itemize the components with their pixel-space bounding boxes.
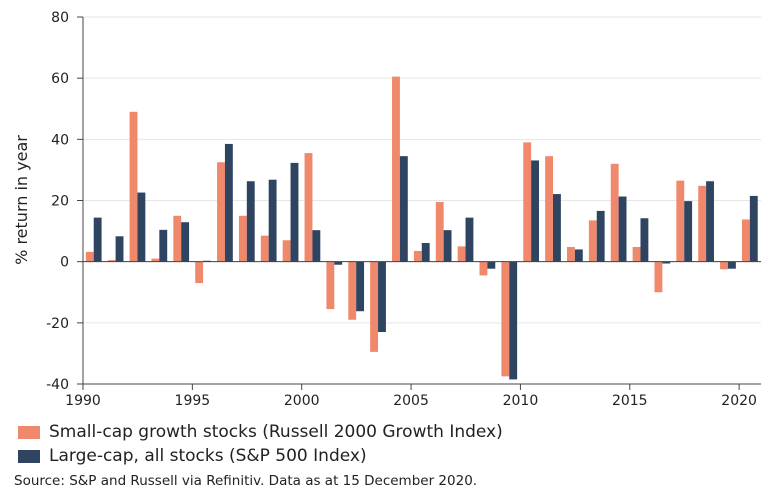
bar-small-cap-2007	[457, 246, 466, 262]
bar-large-cap-1998	[268, 179, 277, 262]
bar-small-cap-1999	[282, 240, 291, 262]
x-tick-label: 2000	[284, 393, 320, 409]
bar-small-cap-1993	[151, 258, 160, 262]
bar-small-cap-2003	[370, 261, 379, 352]
chart-grid	[83, 16, 761, 385]
bar-large-cap-2007	[465, 217, 474, 262]
chart-tick-labels: -40 -20 0 20 40 60 80 1990 1995 2000 2005 2010 2015 2…	[46, 10, 757, 409]
bar-large-cap-2018	[706, 181, 714, 262]
legend-label-small-cap: Small-cap growth stocks (Russell 2000 Gr…	[49, 422, 503, 442]
bar-small-cap-2015	[632, 246, 641, 262]
bar-large-cap-2016	[662, 261, 671, 264]
bar-large-cap-2001	[334, 261, 343, 265]
bar-large-cap-2011	[553, 194, 561, 262]
y-tick-label: -20	[46, 316, 69, 332]
legend-item-large-cap: Large-cap, all stocks (S&P 500 Index)	[18, 444, 503, 468]
legend-swatch-large-cap	[18, 449, 40, 463]
legend-swatch-small-cap	[18, 425, 40, 439]
bar-small-cap-2020	[741, 219, 750, 262]
bar-large-cap-2019	[727, 261, 736, 269]
bar-large-cap-2020	[749, 195, 758, 262]
bar-large-cap-1993	[159, 229, 168, 262]
bar-small-cap-2010	[523, 142, 532, 262]
bar-small-cap-1992	[129, 111, 138, 262]
chart-axes	[77, 16, 761, 390]
bar-large-cap-1994	[181, 222, 190, 262]
bar-small-cap-2009	[501, 261, 510, 377]
bar-small-cap-1996	[217, 162, 225, 262]
bar-large-cap-1996	[224, 143, 233, 262]
bar-small-cap-1995	[195, 261, 204, 284]
bar-large-cap-2014	[618, 196, 627, 262]
bar-small-cap-2013	[588, 220, 597, 262]
bar-large-cap-2006	[443, 230, 452, 262]
x-tick-label: 2015	[612, 393, 648, 409]
bar-large-cap-2009	[509, 261, 518, 380]
bar-large-cap-1991	[115, 236, 124, 262]
bar-small-cap-2000	[304, 153, 313, 262]
chart-bars	[85, 76, 758, 380]
bar-small-cap-1998	[260, 235, 269, 262]
chart-legend: Small-cap growth stocks (Russell 2000 Gr…	[18, 420, 503, 468]
bar-large-cap-2015	[640, 218, 649, 262]
bar-large-cap-1990	[93, 217, 102, 262]
bar-small-cap-2001	[326, 261, 335, 310]
bar-small-cap-2006	[435, 202, 444, 262]
bar-small-cap-2018	[698, 185, 707, 262]
bar-large-cap-2008	[487, 261, 496, 269]
x-tick-label: 2020	[721, 393, 757, 409]
y-tick-label: 0	[60, 255, 69, 271]
bar-small-cap-1991	[107, 260, 116, 262]
bar-large-cap-2017	[684, 201, 693, 262]
bar-small-cap-2017	[676, 180, 685, 262]
bar-small-cap-2004	[392, 76, 400, 262]
bar-large-cap-2004	[399, 156, 408, 262]
x-tick-label: 2010	[503, 393, 539, 409]
y-tick-label: -40	[46, 377, 69, 393]
bar-small-cap-2002	[348, 261, 357, 320]
bar-large-cap-2010	[531, 160, 540, 262]
bar-small-cap-1990	[85, 251, 94, 262]
bar-small-cap-1994	[173, 215, 182, 262]
bar-large-cap-1999	[290, 162, 299, 262]
bar-small-cap-2014	[610, 163, 619, 262]
y-axis-title: % return in year	[12, 135, 31, 265]
bar-small-cap-2019	[720, 261, 728, 270]
x-tick-label: 1995	[175, 393, 211, 409]
legend-label-large-cap: Large-cap, all stocks (S&P 500 Index)	[49, 446, 367, 466]
bar-large-cap-2005	[421, 243, 430, 262]
y-tick-label: 80	[51, 10, 69, 26]
bar-small-cap-2005	[413, 250, 422, 262]
bar-large-cap-2013	[596, 210, 605, 262]
bar-large-cap-2003	[378, 261, 386, 333]
bar-small-cap-2008	[479, 261, 488, 276]
y-tick-label: 20	[51, 194, 69, 210]
bar-small-cap-2011	[545, 156, 554, 262]
bar-large-cap-2002	[356, 261, 365, 312]
bar-small-cap-2012	[567, 246, 575, 262]
y-tick-label: 40	[51, 132, 69, 148]
bar-chart: -40 -20 0 20 40 60 80 1990 1995 2000 2005 2010 2015 2…	[12, 10, 761, 409]
x-tick-label: 1990	[65, 393, 101, 409]
bar-large-cap-1997	[246, 181, 255, 262]
bar-small-cap-1997	[238, 215, 247, 262]
x-tick-label: 2005	[393, 393, 429, 409]
bar-small-cap-2016	[654, 261, 663, 293]
bar-large-cap-1992	[137, 192, 146, 262]
y-tick-label: 60	[51, 71, 69, 87]
bar-large-cap-2012	[574, 249, 583, 262]
source-note: Source: S&P and Russell via Refinitiv. D…	[14, 473, 478, 489]
bar-large-cap-2000	[312, 230, 321, 262]
legend-item-small-cap: Small-cap growth stocks (Russell 2000 Gr…	[18, 420, 503, 444]
